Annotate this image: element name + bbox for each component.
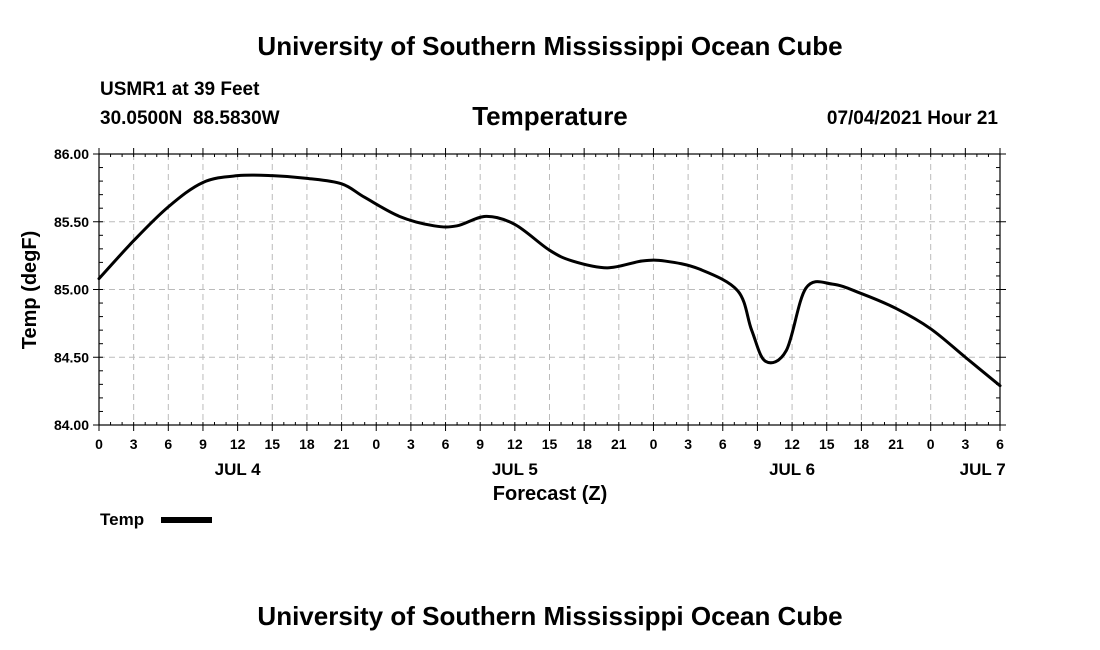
- y-tick-label: 85.00: [54, 282, 89, 298]
- x-tick-label: 12: [784, 436, 800, 452]
- date-label: JUL 4: [215, 460, 262, 479]
- top-title: University of Southern Mississippi Ocean…: [257, 31, 842, 61]
- x-tick-label: 15: [542, 436, 558, 452]
- x-tick-label: 0: [372, 436, 380, 452]
- x-tick-label: 21: [334, 436, 350, 452]
- x-tick-label: 3: [961, 436, 969, 452]
- date-label: JUL 7: [960, 460, 1006, 479]
- y-tick-label: 85.50: [54, 214, 89, 230]
- station-label: USMR1 at 39 Feet: [100, 79, 260, 100]
- temp-series-line: [97, 173, 1002, 388]
- date-label: JUL 6: [769, 460, 815, 479]
- y-tick-label: 84.00: [54, 417, 89, 433]
- x-tick-label: 6: [442, 436, 450, 452]
- x-tick-label: 0: [927, 436, 935, 452]
- y-tick-label: 84.50: [54, 349, 89, 365]
- date-label: JUL 5: [492, 460, 538, 479]
- x-tick-label: 6: [996, 436, 1004, 452]
- x-tick-label: 6: [719, 436, 727, 452]
- plot-frame: [98, 153, 1001, 426]
- x-tick-label: 15: [264, 436, 280, 452]
- datetime-label: 07/04/2021 Hour 21: [827, 108, 999, 129]
- bottom-title: University of Southern Mississippi Ocean…: [257, 601, 842, 631]
- coords-label: 30.0500N 88.5830W: [100, 108, 280, 129]
- legend-label: Temp: [100, 510, 144, 529]
- series: [97, 173, 1002, 388]
- y-axis-title: Temp (degF): [19, 231, 41, 350]
- tick-labels: 84.00 84.50 85.00 85.50 86.00 0 3 6 9 12 15 18 21 0 3 6…: [54, 146, 1006, 479]
- x-tick-label: 21: [888, 436, 904, 452]
- x-tick-label: 9: [199, 436, 207, 452]
- x-tick-label: 0: [95, 436, 103, 452]
- x-tick-label: 6: [164, 436, 172, 452]
- x-tick-label: 3: [130, 436, 138, 452]
- grid: [99, 154, 1000, 425]
- chart-title: Temperature: [472, 101, 628, 131]
- x-tick-label: 12: [507, 436, 523, 452]
- x-tick-label: 18: [854, 436, 870, 452]
- x-tick-label: 3: [407, 436, 415, 452]
- x-tick-label: 0: [650, 436, 658, 452]
- x-tick-label: 3: [684, 436, 692, 452]
- x-tick-label: 21: [611, 436, 627, 452]
- x-tick-label: 9: [476, 436, 484, 452]
- x-tick-label: 15: [819, 436, 835, 452]
- y-tick-label: 86.00: [54, 146, 89, 162]
- x-axis-title: Forecast (Z): [493, 483, 607, 505]
- x-tick-label: 18: [576, 436, 592, 452]
- x-tick-label: 9: [754, 436, 762, 452]
- x-tick-label: 18: [299, 436, 315, 452]
- axes: [93, 148, 1006, 431]
- x-tick-label: 12: [230, 436, 246, 452]
